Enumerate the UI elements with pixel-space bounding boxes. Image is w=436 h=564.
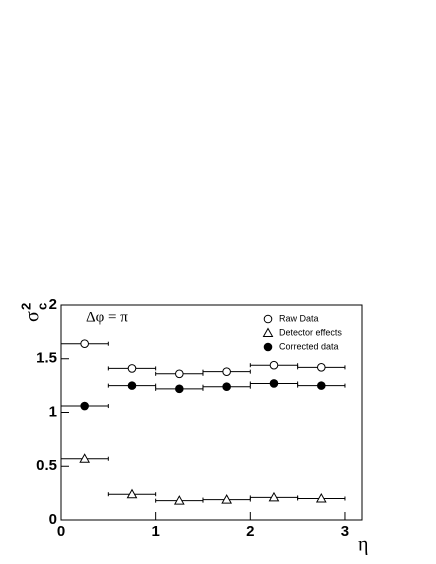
data-point	[127, 364, 137, 373]
y-label-symbol: σ	[22, 311, 44, 322]
y-tick-label: 1.5	[36, 350, 57, 367]
data-point	[269, 360, 279, 370]
data-point	[175, 369, 184, 379]
y-tick-label: 2	[49, 296, 57, 313]
x-tick-label: 1	[151, 523, 159, 540]
x-tick-label: 0	[57, 523, 65, 540]
data-point	[316, 363, 326, 372]
legend-marker	[263, 314, 273, 324]
data-point	[221, 494, 232, 504]
y-label-subscript: c	[34, 303, 49, 310]
legend-label: Raw Data	[279, 313, 319, 323]
data-point	[79, 453, 91, 463]
x-axis-label: η	[358, 534, 368, 556]
legend-marker	[263, 342, 273, 352]
data-point	[316, 381, 326, 390]
y-tick-label: 0.5	[36, 457, 57, 474]
x-tick-label: 2	[246, 523, 254, 540]
data-point	[80, 339, 89, 349]
data-point	[127, 381, 137, 390]
legend-marker	[262, 327, 274, 337]
y-axis-label: σ 2 c	[18, 303, 49, 322]
x-tick-label: 3	[341, 523, 349, 540]
data-point	[173, 495, 185, 505]
annotation: Δφ = π	[86, 309, 128, 325]
data-point	[126, 488, 138, 499]
data-point	[268, 491, 280, 502]
y-tick-label: 1	[49, 403, 57, 420]
legend-label: Corrected data	[279, 341, 339, 351]
y-tick-label: 0	[49, 511, 57, 528]
data-point	[222, 382, 231, 392]
data-point	[175, 384, 184, 394]
y-label-superscript: 2	[18, 303, 33, 310]
data-point	[315, 492, 327, 503]
data-point	[222, 367, 231, 376]
data-point	[80, 401, 89, 411]
legend-label: Detector effects	[279, 327, 342, 337]
data-point	[269, 379, 279, 388]
